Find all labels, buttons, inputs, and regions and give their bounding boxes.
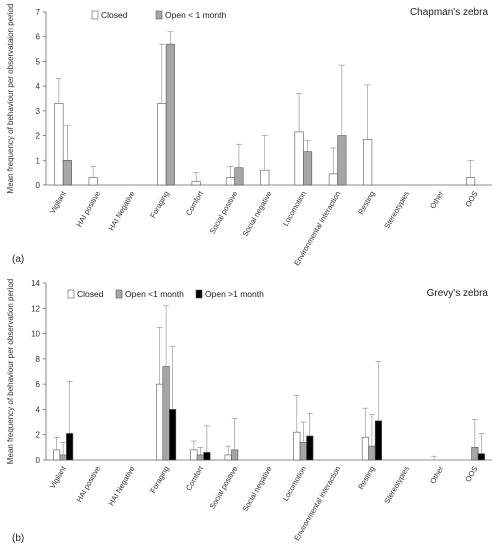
bar <box>328 173 338 186</box>
y-tick-label: 4 <box>36 405 41 414</box>
bar <box>303 151 313 186</box>
bar <box>224 454 232 461</box>
legend-swatch <box>195 289 203 299</box>
category-label: Resting <box>356 190 377 217</box>
y-tick-label: 3 <box>36 107 41 116</box>
y-tick-label: 12 <box>31 304 40 313</box>
bar <box>53 449 61 461</box>
chart-panel-a: 0 1 2 3 4 5 6 7 Mean frequency of behaviour per … <box>6 4 492 267</box>
bar <box>234 167 244 186</box>
bar <box>156 383 164 461</box>
bar <box>294 131 304 186</box>
legend-label: Open >1 month <box>205 289 264 299</box>
bar <box>337 135 347 186</box>
bar <box>169 409 177 461</box>
category-label: Vigilant <box>48 189 68 215</box>
bar <box>374 420 382 461</box>
bar <box>225 177 235 186</box>
bar <box>191 180 201 186</box>
bar <box>477 453 485 461</box>
category-label: Social positive <box>208 465 240 511</box>
bar <box>363 138 373 186</box>
category-label: Other <box>428 189 445 210</box>
category-label: Stereotypies <box>382 464 411 505</box>
category-label: Comfort <box>184 189 206 217</box>
category-label: Stereotypies <box>382 189 411 230</box>
category-label: Social negative <box>241 465 274 514</box>
bar <box>162 366 170 461</box>
chart-title: Chapman's zebra <box>410 7 489 18</box>
y-tick-label: 0 <box>36 181 41 190</box>
legend-label: Closed <box>77 289 104 299</box>
bar <box>165 43 175 186</box>
bar <box>203 452 211 461</box>
category-label: OOS <box>463 465 479 484</box>
chart-title: Grevy's zebra <box>427 288 489 299</box>
category-label: Locomotion <box>281 465 308 503</box>
category-label: HAI Negative <box>107 190 137 233</box>
legend-swatch <box>155 10 163 20</box>
y-axis-label: Mean frequency of behaviour per observat… <box>6 279 15 464</box>
bar <box>88 177 98 186</box>
bar <box>59 454 67 461</box>
category-label: Foraging <box>148 190 171 220</box>
category-label: HAI Negative <box>107 465 137 508</box>
bar <box>293 431 301 461</box>
legend-swatch <box>67 289 75 299</box>
bar <box>190 449 198 461</box>
category-label: HAI positive <box>74 465 102 504</box>
bar <box>466 177 476 186</box>
bar <box>471 447 479 461</box>
bar <box>299 441 307 461</box>
y-tick-label: 0 <box>36 456 41 465</box>
y-tick-label: 7 <box>36 8 41 17</box>
bar <box>306 435 314 461</box>
category-label: Social negative <box>241 190 274 239</box>
category-label: OOS <box>463 190 479 209</box>
bar <box>231 449 239 461</box>
category-label: Resting <box>356 465 377 492</box>
bar <box>66 433 74 461</box>
y-tick-label: 4 <box>36 82 41 91</box>
chart-panel-b: 0 2 4 6 8 10 12 14 Mean frequency of behaviour p… <box>6 279 492 544</box>
legend-swatch <box>115 289 123 299</box>
y-tick-label: 1 <box>36 156 41 165</box>
panel-label: (a) <box>12 254 24 265</box>
bar <box>196 454 204 461</box>
y-tick-label: 8 <box>36 355 41 364</box>
bar <box>368 445 376 461</box>
y-tick-label: 6 <box>36 380 41 389</box>
legend-swatch <box>91 10 99 20</box>
legend-label: Open < 1 month <box>165 10 226 20</box>
y-tick-label: 2 <box>36 132 41 141</box>
legend-label: Open <1 month <box>125 289 184 299</box>
category-label: Other <box>428 464 445 485</box>
category-label: Foraging <box>148 465 171 495</box>
bar <box>260 169 270 186</box>
bar <box>361 436 369 461</box>
bar <box>157 103 167 186</box>
bar <box>54 103 64 186</box>
y-tick-label: 6 <box>36 33 41 42</box>
bar <box>62 159 72 186</box>
category-label: Vigilant <box>48 464 68 490</box>
category-label: HAI positive <box>74 190 102 229</box>
legend-label: Closed <box>101 10 128 20</box>
y-tick-label: 14 <box>31 279 40 288</box>
category-label: Comfort <box>184 464 206 492</box>
category-label: Social positive <box>208 190 240 236</box>
y-tick-label: 5 <box>36 57 41 66</box>
panel-label: (b) <box>12 533 24 544</box>
y-axis-label: Mean frequency of behaviour per observat… <box>6 4 15 194</box>
y-tick-label: 10 <box>31 330 40 339</box>
y-tick-label: 2 <box>36 431 41 440</box>
category-label: Locomotion <box>281 190 308 228</box>
